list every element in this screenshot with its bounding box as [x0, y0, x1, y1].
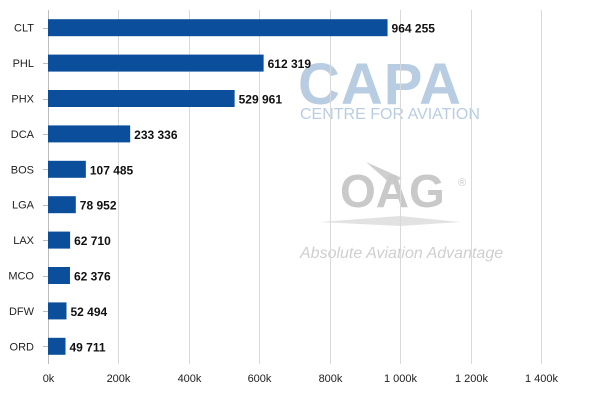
data-label: 529 961	[239, 93, 283, 107]
x-tick-label: 800k	[319, 373, 343, 385]
x-tick-label: 400k	[178, 373, 202, 385]
capa-watermark: CAPA	[298, 52, 462, 117]
data-label: 964 255	[392, 22, 436, 36]
watermark-layer: CAPA CENTRE FOR AVIATION OAG ® Absolute …	[298, 52, 503, 262]
bar-bos	[48, 160, 86, 178]
category-label: BOS	[11, 164, 34, 176]
bar-ord	[48, 337, 66, 355]
data-label: 52 494	[70, 305, 107, 319]
oag-swoosh-icon	[320, 162, 460, 226]
bar-phl	[48, 54, 264, 72]
oag-watermark-subtitle: Absolute Aviation Advantage	[299, 245, 503, 262]
category-label: PHX	[11, 94, 34, 106]
oag-registered-mark: ®	[458, 177, 466, 189]
data-label: 612 319	[268, 57, 312, 71]
x-tick-label: 0k	[43, 373, 55, 385]
category-label: LGA	[12, 200, 35, 212]
data-label: 78 952	[80, 199, 117, 213]
bar-dfw	[48, 302, 67, 320]
category-axis: CLT PHL PHX DCA BOS LGA LAX MCO DFW ORD	[8, 23, 48, 353]
category-label: ORD	[10, 341, 35, 353]
data-label: 107 485	[90, 163, 134, 177]
data-label: 62 710	[74, 234, 111, 248]
oag-watermark: OAG	[340, 165, 445, 217]
bar-lax	[48, 231, 71, 249]
bar-clt	[48, 19, 388, 37]
x-tick-label: 600k	[248, 373, 272, 385]
category-label: PHL	[13, 58, 34, 70]
category-label: DFW	[9, 306, 35, 318]
category-label: LAX	[13, 235, 34, 247]
bars	[48, 19, 388, 355]
x-tick-label: 1 400k	[525, 373, 559, 385]
data-labels: 964 255 612 319 529 961 233 336 107 485 78 95…	[70, 22, 436, 355]
bar-mco	[48, 267, 70, 284]
bar-phx	[48, 90, 235, 107]
category-label: DCA	[11, 129, 35, 141]
category-label: MCO	[8, 271, 34, 283]
data-label: 62 376	[74, 270, 111, 284]
category-label: CLT	[14, 23, 34, 35]
capa-watermark-subtitle: CENTRE FOR AVIATION	[300, 106, 480, 123]
bar-dca	[48, 125, 131, 143]
x-tick-label: 200k	[107, 373, 131, 385]
data-label: 49 711	[70, 340, 106, 354]
bar-lga	[48, 196, 76, 214]
x-tick-label: 1 200k	[455, 373, 489, 385]
data-label: 233 336	[134, 128, 178, 142]
x-tick-label: 1 000k	[384, 373, 418, 385]
